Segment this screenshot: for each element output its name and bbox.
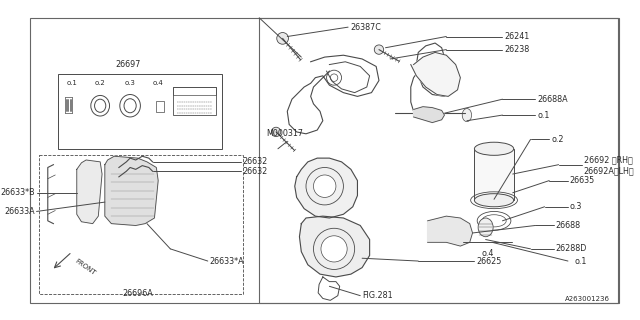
Bar: [259, 18, 618, 303]
Text: o.1: o.1: [575, 257, 587, 266]
Ellipse shape: [474, 142, 514, 155]
Bar: [39, 155, 243, 294]
Circle shape: [330, 74, 338, 81]
Bar: [474, 149, 514, 200]
Text: o.3: o.3: [125, 80, 136, 85]
Text: FIG.281: FIG.281: [362, 291, 393, 300]
Text: 26692A〈LH〉: 26692A〈LH〉: [584, 167, 634, 176]
Text: 26633A: 26633A: [4, 207, 35, 216]
Text: 26688A: 26688A: [537, 95, 568, 104]
Text: 26697: 26697: [116, 60, 141, 69]
Text: o.2: o.2: [551, 135, 564, 144]
Polygon shape: [300, 216, 370, 277]
Text: 26387C: 26387C: [350, 23, 381, 32]
Polygon shape: [295, 158, 358, 218]
Bar: [173, 87, 216, 94]
Text: 26238: 26238: [504, 45, 529, 54]
Ellipse shape: [478, 218, 493, 237]
Text: FRONT: FRONT: [74, 258, 97, 277]
Bar: [173, 87, 216, 115]
Ellipse shape: [271, 127, 281, 137]
Polygon shape: [77, 160, 102, 224]
Text: o.4: o.4: [153, 80, 164, 85]
Polygon shape: [428, 216, 472, 246]
Text: o.2: o.2: [95, 80, 106, 85]
Ellipse shape: [462, 108, 472, 122]
Polygon shape: [105, 156, 158, 226]
Ellipse shape: [276, 33, 289, 44]
Text: 26632: 26632: [243, 167, 268, 176]
Ellipse shape: [474, 194, 514, 207]
Ellipse shape: [124, 99, 136, 113]
Text: A263001236: A263001236: [565, 296, 610, 302]
Ellipse shape: [95, 99, 106, 112]
Text: 26696A: 26696A: [122, 290, 153, 299]
Text: o.4: o.4: [482, 249, 494, 258]
Ellipse shape: [374, 45, 383, 54]
Text: 26632: 26632: [243, 157, 268, 166]
Polygon shape: [413, 107, 444, 123]
Text: 26688: 26688: [556, 221, 581, 230]
Circle shape: [321, 236, 347, 262]
Bar: [58, 74, 222, 149]
Text: 26633*A: 26633*A: [210, 257, 244, 266]
Text: 26625: 26625: [476, 257, 502, 266]
Text: 26241: 26241: [504, 32, 529, 41]
Text: M000317: M000317: [267, 129, 304, 138]
Text: 26633*B: 26633*B: [0, 188, 35, 197]
Polygon shape: [411, 52, 460, 96]
Text: 26692 〈RH〉: 26692 〈RH〉: [584, 156, 632, 164]
Text: 26635: 26635: [570, 176, 595, 185]
Ellipse shape: [482, 215, 506, 227]
Text: o.1: o.1: [67, 80, 77, 85]
Bar: [156, 101, 164, 112]
Text: o.1: o.1: [537, 111, 550, 120]
Text: 26288D: 26288D: [556, 244, 587, 253]
Text: o.3: o.3: [570, 202, 582, 211]
Circle shape: [314, 175, 336, 197]
